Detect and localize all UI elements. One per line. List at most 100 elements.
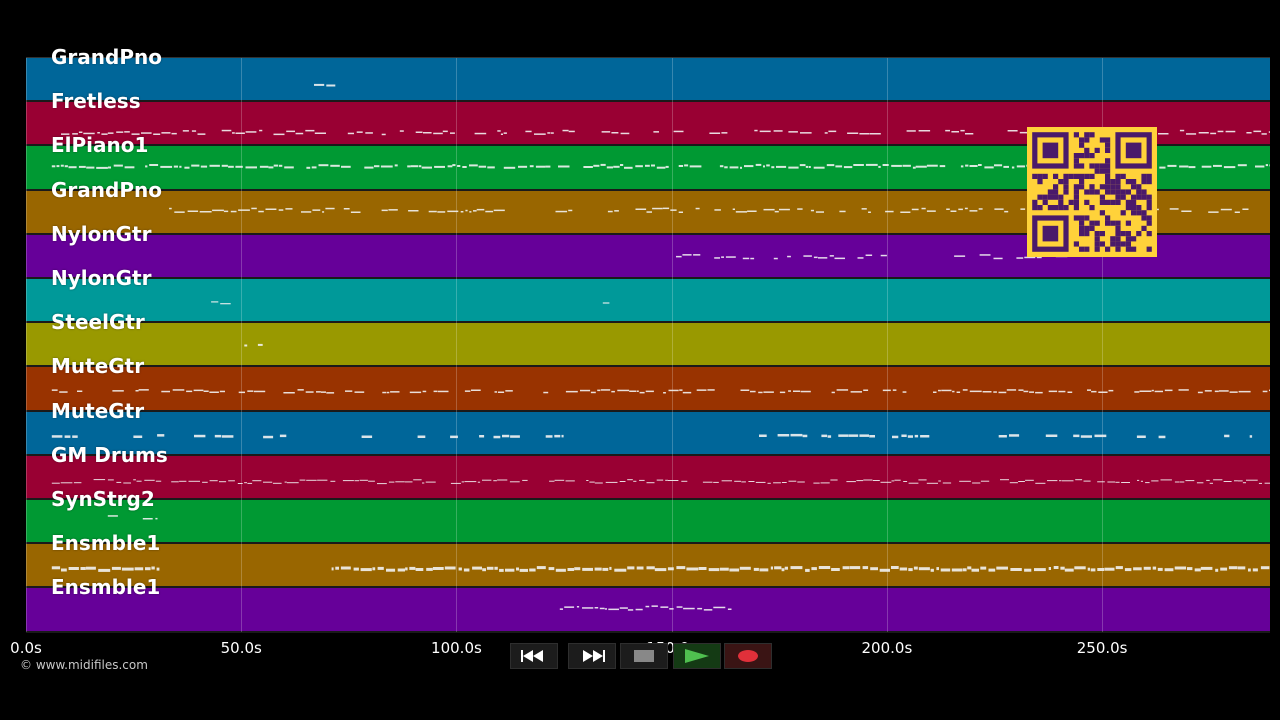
midi-note xyxy=(667,567,674,571)
record-button[interactable] xyxy=(724,643,772,669)
midi-note xyxy=(971,568,979,572)
midi-note xyxy=(131,133,140,135)
midi-note xyxy=(969,210,978,212)
midi-note xyxy=(107,132,114,134)
qr-module xyxy=(1042,173,1048,179)
midi-note xyxy=(1048,390,1058,393)
midi-note xyxy=(940,568,951,572)
midi-note xyxy=(220,303,231,305)
qr-module xyxy=(1120,231,1126,237)
midi-note xyxy=(693,254,701,256)
midi-note xyxy=(1258,482,1262,484)
midi-note xyxy=(408,210,419,212)
rewind-button[interactable] xyxy=(510,643,558,669)
midi-note xyxy=(343,208,350,210)
midi-note xyxy=(627,609,634,611)
midi-note xyxy=(381,209,388,212)
qr-module xyxy=(1063,205,1069,211)
midi-note xyxy=(316,391,321,393)
qr-module xyxy=(1141,225,1147,231)
qr-module xyxy=(1110,236,1116,242)
midi-note xyxy=(503,132,507,134)
midi-note xyxy=(124,166,135,169)
midi-note xyxy=(962,389,968,391)
midi-note xyxy=(415,568,424,571)
midi-note xyxy=(407,165,411,168)
midi-note xyxy=(1034,568,1046,572)
midi-note xyxy=(423,132,432,134)
midi-note xyxy=(635,608,643,611)
midi-note xyxy=(1160,479,1172,481)
midi-note xyxy=(112,390,124,392)
midi-note xyxy=(1220,567,1228,571)
midi-note xyxy=(869,435,875,438)
midi-note xyxy=(494,566,498,570)
midi-note xyxy=(409,391,422,394)
midi-note xyxy=(568,209,573,212)
midi-note xyxy=(729,568,740,572)
midi-note xyxy=(1262,390,1268,393)
qr-module xyxy=(1094,236,1100,242)
note-layer xyxy=(51,83,1270,611)
midi-note xyxy=(1174,481,1179,483)
midi-note xyxy=(273,164,279,167)
midi-note xyxy=(828,130,837,133)
midi-note xyxy=(554,434,561,438)
qr-module xyxy=(1094,246,1100,252)
midi-note xyxy=(536,566,546,570)
midi-note xyxy=(1269,389,1270,392)
qr-module xyxy=(1136,184,1142,190)
fast-forward-button[interactable] xyxy=(568,643,616,669)
midi-note xyxy=(565,390,578,393)
midi-note xyxy=(755,481,766,483)
qr-module xyxy=(1094,231,1100,237)
midi-note xyxy=(805,165,809,168)
midi-note xyxy=(900,211,911,213)
midi-note xyxy=(257,343,263,346)
qr-module xyxy=(1047,189,1053,195)
midi-note xyxy=(1115,566,1123,570)
qr-module xyxy=(1073,215,1079,221)
midi-note xyxy=(187,210,199,212)
midi-note xyxy=(639,391,645,394)
midi-note xyxy=(654,568,667,572)
midi-note xyxy=(899,567,908,571)
midi-note xyxy=(779,391,786,394)
midi-note xyxy=(842,566,850,570)
qr-module xyxy=(1115,231,1121,237)
qr-module xyxy=(1063,179,1069,185)
midi-note xyxy=(958,208,963,211)
midi-note xyxy=(522,479,528,481)
midi-note xyxy=(908,482,919,484)
qr-module xyxy=(1136,194,1142,200)
qr-module xyxy=(1042,199,1048,205)
midi-note xyxy=(437,211,446,213)
midi-note xyxy=(713,606,726,609)
qr-module xyxy=(1073,205,1079,211)
midi-note xyxy=(209,391,219,393)
qr-module xyxy=(1131,184,1137,190)
qr-module xyxy=(1105,246,1111,252)
midi-note xyxy=(1198,132,1209,134)
midi-note xyxy=(863,479,873,481)
midi-note xyxy=(51,482,60,484)
stop-icon xyxy=(634,650,654,662)
midi-note xyxy=(284,166,294,169)
midi-note xyxy=(665,479,668,481)
midi-note xyxy=(153,133,161,135)
midi-note xyxy=(1194,568,1201,572)
midi-note xyxy=(684,164,689,167)
qr-module xyxy=(1084,246,1090,252)
qr-module xyxy=(1073,194,1079,200)
play-button[interactable] xyxy=(673,643,721,669)
midi-note xyxy=(582,607,594,609)
midi-note xyxy=(172,389,185,391)
stop-button[interactable] xyxy=(620,643,668,669)
qr-module xyxy=(1089,132,1095,138)
midi-note xyxy=(912,166,916,169)
qr-code xyxy=(1027,127,1157,257)
midi-note xyxy=(1210,132,1217,135)
midi-note xyxy=(721,132,728,134)
midi-note xyxy=(80,567,86,570)
qr-module xyxy=(1079,215,1085,221)
